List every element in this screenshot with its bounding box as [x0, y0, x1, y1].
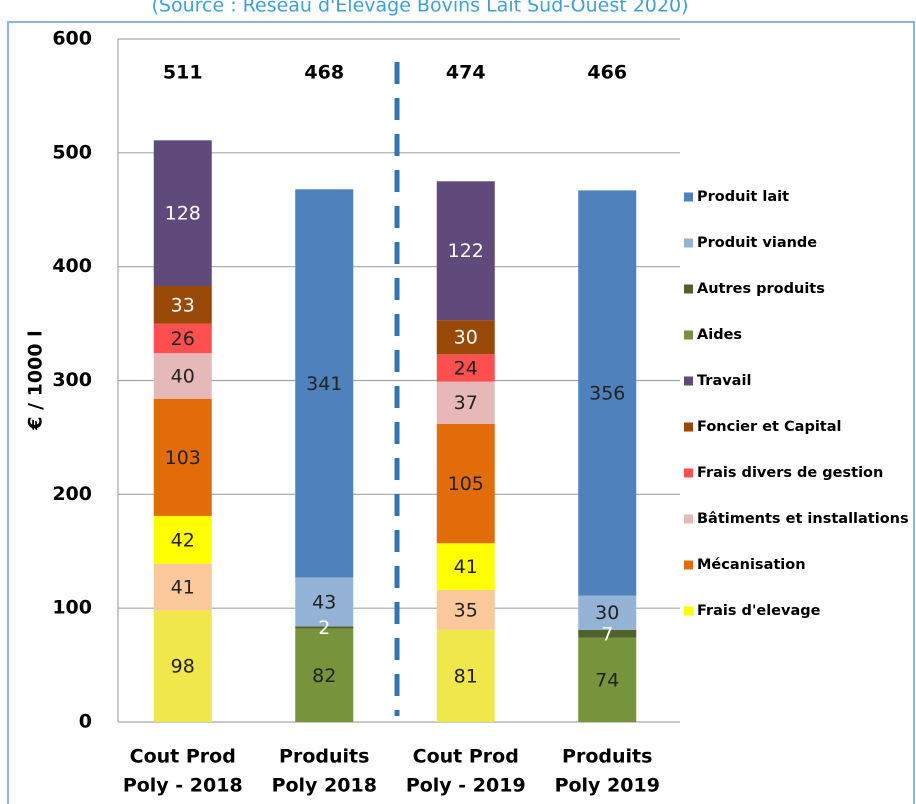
value-label: 26 [171, 328, 195, 350]
total-label: 468 [304, 62, 344, 84]
bar-segment [578, 190, 637, 596]
x-tick-label: Poly - 2018 [123, 775, 243, 797]
x-tick-label: Poly - 2019 [406, 775, 526, 797]
legend-marker [684, 422, 693, 432]
legend-marker [684, 192, 693, 202]
value-label: 41 [454, 556, 478, 578]
x-tick-label: Poly 2019 [555, 775, 660, 797]
legend-marker [684, 376, 693, 386]
value-label: 30 [454, 327, 478, 349]
total-label: 466 [587, 62, 627, 84]
bar-segment [436, 423, 495, 544]
legend-label: Frais d'elevage [697, 603, 821, 619]
chart-frame [7, 21, 915, 804]
value-label: 74 [595, 669, 619, 691]
bar-segment [578, 595, 637, 630]
value-label: 7 [601, 623, 613, 645]
legend-marker [684, 468, 693, 478]
legend-label: Produit lait [697, 189, 789, 205]
x-tick-label: Poly 2018 [272, 775, 377, 797]
legend-marker [684, 238, 693, 248]
legend-label: Foncier et Capital [697, 419, 841, 435]
bar-segment [578, 637, 637, 722]
y-tick-label: 300 [52, 369, 92, 391]
x-tick-label: Produits [562, 746, 652, 768]
value-label: 82 [312, 665, 336, 687]
bar-segment [436, 589, 495, 630]
value-label: 42 [171, 529, 195, 551]
value-label: 105 [448, 473, 484, 495]
bar-segment [153, 353, 212, 399]
bar-segment [153, 323, 212, 354]
bar-segment [153, 398, 212, 516]
value-label: 24 [454, 357, 478, 379]
y-tick-label: 600 [52, 28, 92, 50]
bar-segment [436, 181, 495, 321]
legend-marker [684, 606, 693, 616]
legend-label: Bâtiments et installations [697, 511, 909, 527]
legend-marker [684, 514, 693, 524]
chart-title: (Source : Réseau d'Elevage Bovins Lait S… [152, 0, 689, 17]
value-label: 122 [448, 240, 484, 262]
bar-segment [436, 354, 495, 382]
bar-segment [295, 577, 354, 627]
y-tick-label: 0 [79, 711, 92, 733]
bar-segment [153, 610, 212, 722]
value-label: 81 [454, 665, 478, 687]
value-label: 35 [454, 599, 478, 621]
x-tick-label: Produits [279, 746, 369, 768]
legend-label: Frais divers de gestion [697, 465, 883, 481]
value-label: 43 [312, 591, 336, 613]
legend-label: Travail [697, 373, 751, 389]
legend-marker [684, 284, 693, 294]
legend-label: Aides [697, 327, 742, 343]
total-label: 511 [163, 62, 203, 84]
bar-segment [153, 286, 212, 324]
bar-segment [153, 515, 212, 564]
bar-segment [295, 626, 354, 629]
value-label: 128 [165, 203, 201, 225]
bar-segment [436, 381, 495, 424]
bar-segment [436, 543, 495, 590]
value-label: 41 [171, 577, 195, 599]
value-label: 40 [171, 365, 195, 387]
value-label: 30 [595, 602, 619, 624]
legend-marker [684, 330, 693, 340]
bar-segment [153, 563, 212, 611]
bar-segment [295, 628, 354, 722]
legend-label: Mécanisation [697, 557, 806, 573]
x-tick-label: Cout Prod [130, 746, 236, 768]
value-label: 98 [171, 656, 195, 678]
value-label: 341 [306, 373, 342, 395]
total-label: 474 [446, 62, 486, 84]
value-label: 103 [165, 447, 201, 469]
bar-segment [436, 629, 495, 722]
legend-label: Produit viande [697, 235, 817, 251]
y-tick-label: 400 [52, 255, 92, 277]
legend-marker [684, 560, 693, 570]
bar-segment [295, 189, 354, 578]
y-tick-label: 100 [52, 597, 92, 619]
bar-segment [578, 629, 637, 638]
value-label: 2 [318, 617, 330, 639]
y-axis-label: € / 1000 l [25, 330, 47, 430]
value-label: 37 [454, 392, 478, 414]
y-tick-label: 500 [52, 141, 92, 163]
bar-segment [436, 320, 495, 355]
y-tick-label: 200 [52, 483, 92, 505]
x-tick-label: Cout Prod [413, 746, 519, 768]
bar-segment [153, 140, 212, 287]
legend-label: Autres produits [697, 281, 825, 297]
value-label: 33 [171, 294, 195, 316]
value-label: 356 [589, 383, 625, 405]
